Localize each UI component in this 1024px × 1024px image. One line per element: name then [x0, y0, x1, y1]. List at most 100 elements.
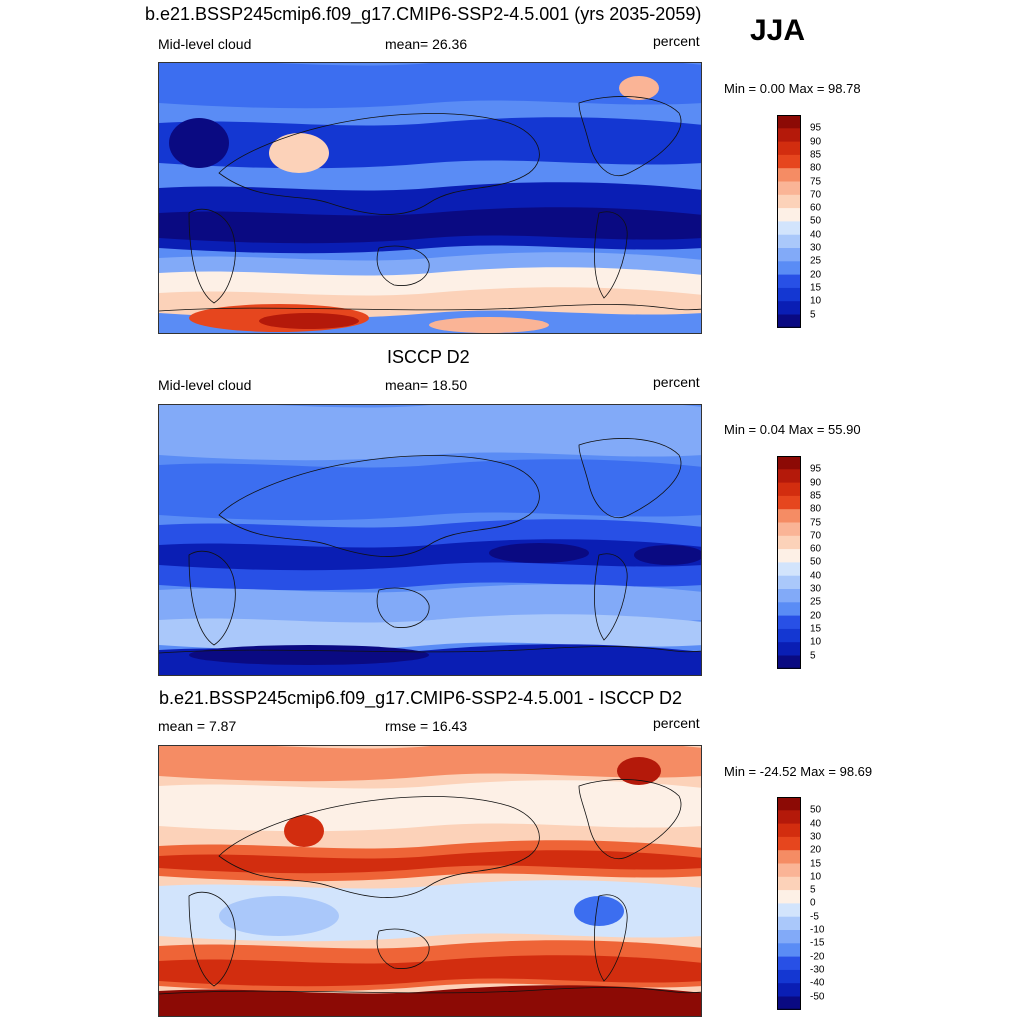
- colorbar-tick-label: -30: [810, 964, 825, 976]
- cbar2-boxes: [777, 456, 801, 669]
- coastline: [218, 455, 540, 557]
- coastline: [218, 796, 540, 898]
- colorbar-swatch: [777, 850, 801, 864]
- colorbar-swatch: [777, 903, 801, 918]
- coastline: [218, 113, 540, 215]
- field-blob: [634, 545, 701, 565]
- colorbar-tick-label: 90: [810, 477, 822, 489]
- field-blob: [619, 76, 659, 100]
- coastline-antarctica: [159, 987, 701, 995]
- coastline-antarctica: [159, 304, 701, 312]
- field-band: [159, 985, 701, 1016]
- panel1-map: [158, 62, 702, 334]
- field-blob: [219, 896, 339, 936]
- colorbar-tick-label: 15: [810, 282, 822, 294]
- panel1-mean-label: mean= 26.36: [385, 36, 468, 52]
- colorbar-tick-label: 30: [810, 831, 822, 843]
- panel3-contour-map: [159, 746, 701, 1016]
- coastline: [594, 553, 628, 641]
- field-blob: [269, 133, 329, 173]
- colorbar-border: [777, 797, 801, 1010]
- field-blob: [169, 118, 229, 168]
- colorbar-swatch: [777, 916, 801, 931]
- colorbar-swatch: [777, 509, 801, 523]
- cbar1-boxes: [777, 115, 801, 328]
- coastline-antarctica: [159, 646, 701, 654]
- colorbar-swatch: [777, 930, 801, 944]
- colorbar-tick-label: 50: [810, 556, 822, 568]
- coastline: [578, 96, 682, 176]
- colorbar-tick-label: 60: [810, 202, 822, 214]
- colorbar-border: [777, 115, 801, 328]
- coastline: [376, 587, 430, 628]
- colorbar-tick-label: 70: [810, 530, 822, 542]
- colorbar-swatch: [777, 456, 801, 470]
- field-blob: [259, 313, 359, 329]
- panel3-rmse-label: rmse = 16.43: [385, 718, 468, 734]
- field-blob: [489, 543, 589, 563]
- panel2-contour-map: [159, 405, 701, 675]
- panel2-map: [158, 404, 702, 676]
- colorbar-swatch: [777, 956, 801, 971]
- colorbar-tick-label: -40: [810, 977, 825, 989]
- colorbar-swatch: [777, 549, 801, 563]
- panel2-title: ISCCP D2: [387, 347, 470, 367]
- field-blob: [574, 896, 624, 926]
- field-band: [159, 405, 701, 461]
- colorbar-tick-label: 85: [810, 149, 822, 161]
- colorbar-tick-label: 60: [810, 543, 822, 555]
- coastline: [188, 891, 236, 987]
- figure-title: b.e21.BSSP245cmip6.f09_g17.CMIP6-SSP2-4.…: [145, 4, 702, 24]
- colorbar-tick-label: 75: [810, 176, 822, 187]
- colorbar-tick-label: 5: [810, 884, 816, 896]
- colorbar-tick-label: 30: [810, 242, 822, 254]
- field-band: [159, 117, 701, 169]
- colorbar-tick-label: 20: [810, 844, 822, 856]
- colorbar-swatch: [777, 823, 801, 838]
- panel1-contour-map: [159, 63, 701, 333]
- field-blob: [617, 757, 661, 785]
- panel2-variable-label: Mid-level cloud: [158, 377, 252, 393]
- colorbar-tick-label: 5: [810, 309, 816, 320]
- colorbar-tick-label: 0: [810, 897, 816, 909]
- colorbar-swatch: [777, 154, 801, 169]
- field-band: [159, 746, 701, 782]
- colorbar-tick-label: 50: [810, 215, 822, 227]
- colorbar-swatch: [777, 314, 801, 328]
- colorbar-swatch: [777, 208, 801, 222]
- colorbar-tick-label: -5: [810, 911, 819, 923]
- coastline: [376, 928, 430, 969]
- field-blob: [189, 645, 429, 665]
- colorbar-tick-label: 25: [810, 596, 822, 608]
- colorbar-swatch: [777, 655, 801, 669]
- colorbar-swatch: [777, 495, 801, 510]
- colorbar-tick-label: 40: [810, 229, 822, 241]
- colorbar-swatch: [777, 522, 801, 537]
- colorbar-swatch: [777, 141, 801, 156]
- colorbar-tick-label: -50: [810, 991, 825, 1002]
- colorbar-tick-label: 80: [810, 503, 822, 515]
- colorbar-tick-label: 50: [810, 804, 822, 816]
- panel3-map: [158, 745, 702, 1017]
- colorbar-tick-label: 20: [810, 269, 822, 281]
- coastline: [594, 894, 628, 982]
- colorbar-swatch: [777, 943, 801, 957]
- colorbar-tick-label: -15: [810, 937, 825, 949]
- colorbar-tick-label: 15: [810, 623, 822, 635]
- field-band: [159, 63, 701, 109]
- colorbar-swatch: [777, 535, 801, 550]
- field-band: [159, 207, 701, 244]
- colorbar-swatch: [777, 221, 801, 236]
- colorbar-swatch: [777, 115, 801, 129]
- colorbar-tick-label: 25: [810, 255, 822, 267]
- colorbar-tick-label: 15: [810, 858, 822, 869]
- colorbar-tick-label: 30: [810, 583, 822, 595]
- colorbar-tick-label: 10: [810, 871, 822, 883]
- colorbar-swatch: [777, 810, 801, 824]
- colorbar-swatch: [777, 797, 801, 811]
- panel2-mean-label: mean= 18.50: [385, 377, 468, 393]
- colorbar-tick-label: 90: [810, 136, 822, 148]
- colorbar-swatch: [777, 248, 801, 262]
- colorbar-swatch: [777, 969, 801, 984]
- colorbar-swatch: [777, 602, 801, 616]
